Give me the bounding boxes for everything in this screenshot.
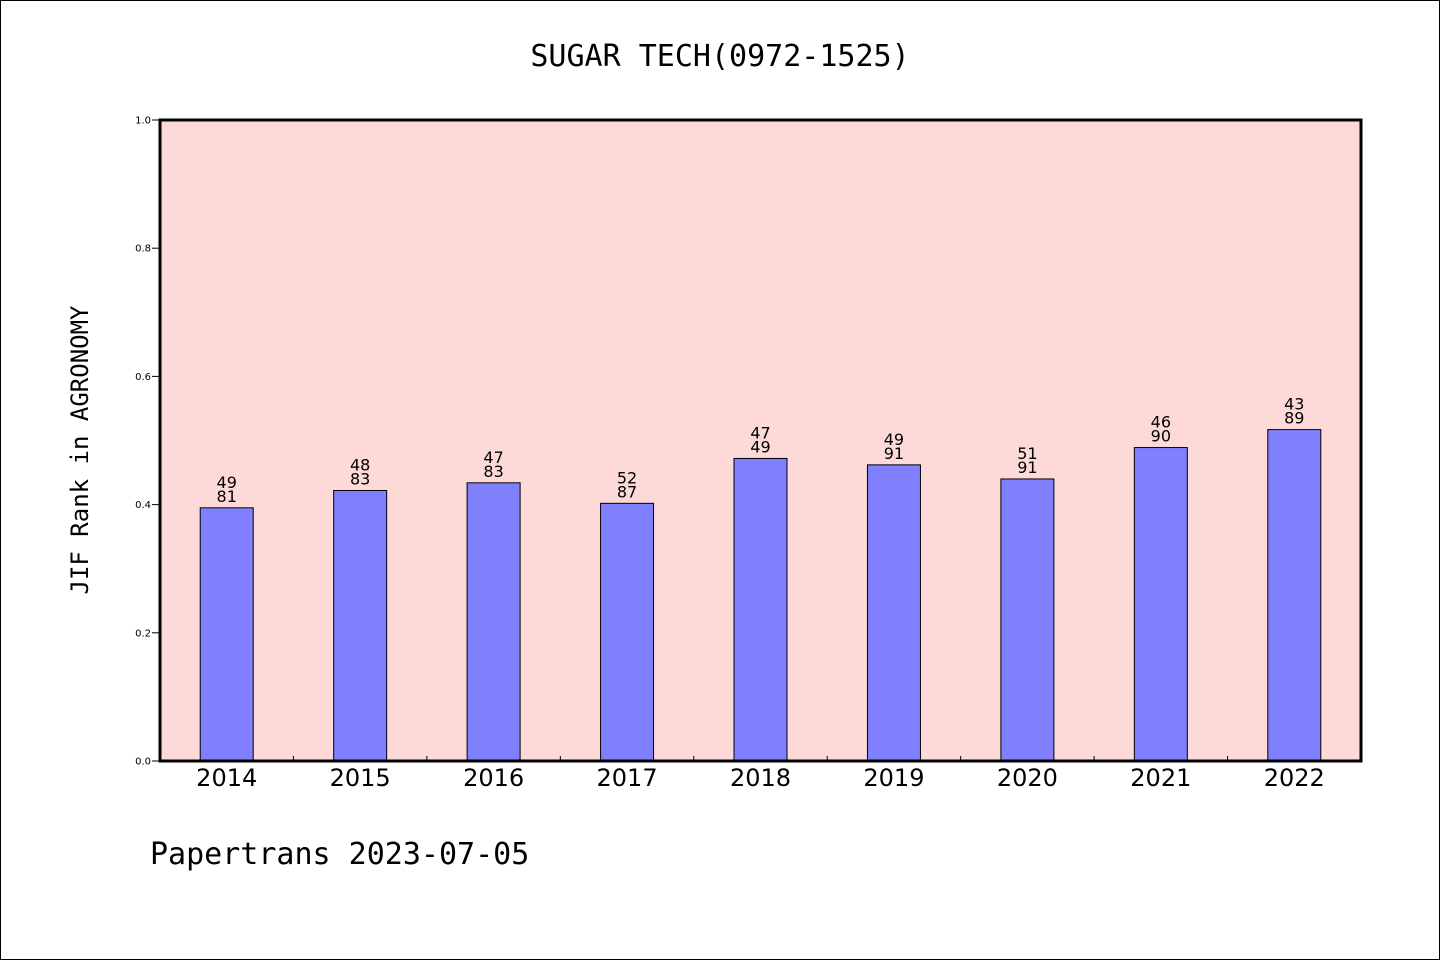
bar [1133,447,1188,762]
bar-total-label: 81 [217,487,237,506]
bar-total-label: 83 [483,462,503,481]
x-tick-label: 2016 [463,764,524,792]
bar-rank-label: 46 [1151,413,1171,432]
y-axis-label: JIF Rank in AGRONOMY [66,305,94,595]
x-tick-label: 2021 [1130,764,1191,792]
bar-rank-label: 43 [1284,395,1304,414]
y-tick-label: 1.0 [135,116,151,127]
bars [199,429,1322,762]
x-tick-label: 2022 [1264,764,1325,792]
y-axis: 0.0 0.2 0.4 0.6 0.8 1.0 [135,116,160,768]
bar-total-label: 49 [750,437,770,456]
bar-rank-label: 48 [350,455,370,474]
bar [466,482,521,762]
bar-rank-label: 51 [1017,444,1037,463]
bar [199,507,254,762]
bar-total-label: 83 [350,469,370,488]
x-tick-label: 2014 [196,764,257,792]
bar-rank-label: 49 [217,473,237,492]
bar-rank-label: 49 [884,430,904,449]
bar-rank-label: 47 [483,448,503,467]
bar [866,464,921,762]
y-tick-label: 0.0 [135,757,151,768]
x-tick-label: 2018 [730,764,791,792]
x-axis: 2014 2015 2016 2017 2018 2019 2020 2021 2022 [196,756,1325,792]
chart-title: SUGAR TECH(0972-1525) [530,39,909,74]
bar-total-label: 91 [884,444,904,463]
bar-total-label: 87 [617,482,637,501]
bar-total-label: 91 [1017,458,1037,477]
x-tick-label: 2020 [997,764,1058,792]
y-tick-label: 0.2 [135,628,151,639]
bar-rank-label: 47 [750,423,770,442]
x-tick-label: 2017 [597,764,658,792]
footer-date: Papertrans 2023-07-05 [150,837,529,872]
y-tick-label: 0.6 [135,372,151,383]
bar-total-label: 89 [1284,409,1304,428]
bar [333,489,388,762]
bar-total-label: 90 [1151,427,1171,446]
x-tick-label: 2015 [330,764,391,792]
bar [600,502,655,762]
x-tick-label: 2019 [863,764,924,792]
bar [733,457,788,762]
bar [1267,429,1322,762]
y-tick-label: 0.4 [135,500,151,511]
bar [1000,478,1055,762]
bar-rank-label: 52 [617,468,637,487]
plot-border [158,118,1363,763]
y-tick-label: 0.8 [135,244,151,255]
